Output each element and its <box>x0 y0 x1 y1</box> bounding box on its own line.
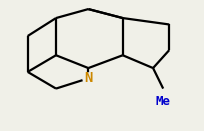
Text: Me: Me <box>155 95 170 108</box>
Text: N: N <box>84 71 92 85</box>
